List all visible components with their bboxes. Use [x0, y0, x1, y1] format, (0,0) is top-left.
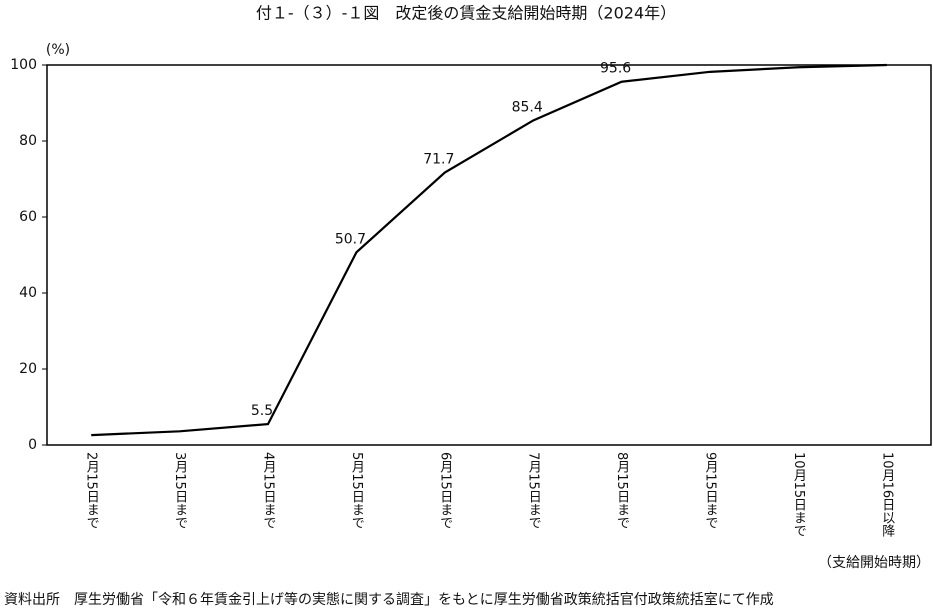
x-tick-label: 5月15日まで — [349, 452, 365, 529]
y-tick-label: 40 — [19, 285, 37, 301]
x-tick-label: 6月15日まで — [437, 452, 453, 529]
data-label: 95.6 — [600, 61, 631, 77]
source-note: 資料出所 厚生労働省「令和６年賃金引上げ等の実態に関する調査」をもとに厚生労働省… — [4, 591, 774, 608]
x-tick-label: 7月15日まで — [526, 452, 542, 529]
chart-title: 付１-（３）-１図 改定後の賃金支給開始時期（2024年） — [256, 4, 676, 23]
x-tick-label: 8月15日まで — [614, 452, 630, 529]
y-tick-label: 100 — [10, 57, 37, 73]
x-tick-label: 3月15日まで — [172, 452, 188, 529]
data-label: 71.7 — [423, 152, 454, 168]
plot-frame — [46, 64, 932, 446]
y-unit: (%) — [46, 42, 70, 58]
data-label: 85.4 — [512, 99, 543, 115]
y-tick-label: 60 — [19, 209, 37, 225]
x-tick-label: 9月15日まで — [703, 452, 719, 529]
data-label: 50.7 — [335, 231, 366, 247]
y-tick-label: 0 — [28, 437, 37, 453]
y-tick-label: 20 — [19, 361, 37, 377]
x-tick-label: 2月15日まで — [84, 452, 100, 529]
data-label: 5.5 — [251, 403, 273, 419]
x-tick-label: 10月15日まで — [791, 452, 807, 538]
x-tick-label: 10月16日以降 — [879, 452, 895, 538]
x-axis-label: （支給開始時期） — [818, 555, 930, 571]
x-tick-label: 4月15日まで — [261, 452, 277, 529]
y-tick-label: 80 — [19, 133, 37, 149]
data-line — [91, 63, 887, 437]
